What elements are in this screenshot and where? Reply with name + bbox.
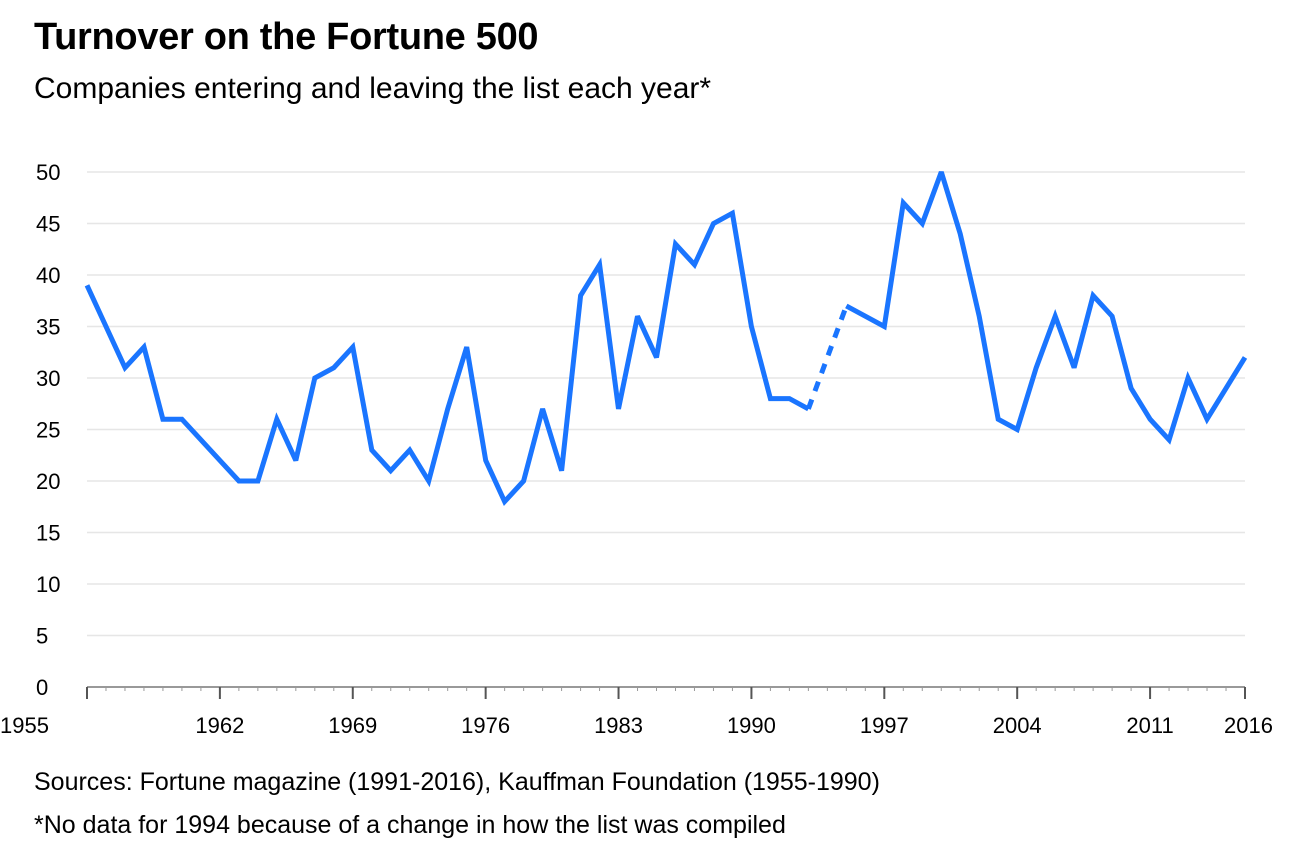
y-tick-label-50: 50 xyxy=(36,160,60,185)
series-line-segment-2 xyxy=(845,171,1248,445)
y-tick-label-35: 35 xyxy=(36,315,60,340)
y-axis-labels: 0 5 10 15 20 25 30 35 40 45 50 xyxy=(36,160,60,700)
footnote: *No data for 1994 because of a change in… xyxy=(34,811,786,839)
series-line-segment-1 xyxy=(84,209,810,507)
source-note: Sources: Fortune magazine (1991-2016), K… xyxy=(34,768,880,796)
x-tick-label-1962: 1962 xyxy=(195,713,244,738)
y-tick-label-40: 40 xyxy=(36,263,60,288)
x-tick-label-1976: 1976 xyxy=(461,713,510,738)
x-tick-label-1969: 1969 xyxy=(328,713,377,738)
x-tick-label-1990: 1990 xyxy=(727,713,776,738)
x-tick-label-1955: 1955 xyxy=(0,713,49,738)
y-tick-label-25: 25 xyxy=(36,418,60,443)
y-tick-label-0: 0 xyxy=(36,675,48,700)
x-tick-label-2016: 2016 xyxy=(1224,713,1273,738)
y-tick-label-30: 30 xyxy=(36,366,60,391)
y-tick-label-20: 20 xyxy=(36,469,60,494)
x-tick-label-1983: 1983 xyxy=(594,713,643,738)
chart-title: Turnover on the Fortune 500 xyxy=(34,16,539,58)
grid-lines xyxy=(87,171,1245,637)
x-tick-label-2004: 2004 xyxy=(993,713,1042,738)
x-tick-label-2011: 2011 xyxy=(1126,713,1173,738)
missing-data-segment xyxy=(806,305,849,410)
y-tick-label-45: 45 xyxy=(36,212,60,237)
y-tick-label-10: 10 xyxy=(36,572,60,597)
x-axis: 1955 1962 1969 1976 1983 1990 1997 2004 2011 2016 xyxy=(0,686,1273,738)
series-line xyxy=(84,171,1248,507)
y-tick-label-5: 5 xyxy=(36,624,48,649)
y-tick-label-15: 15 xyxy=(36,521,60,546)
chart-subtitle: Companies entering and leaving the list … xyxy=(34,72,712,105)
x-tick-label-1997: 1997 xyxy=(860,713,909,738)
